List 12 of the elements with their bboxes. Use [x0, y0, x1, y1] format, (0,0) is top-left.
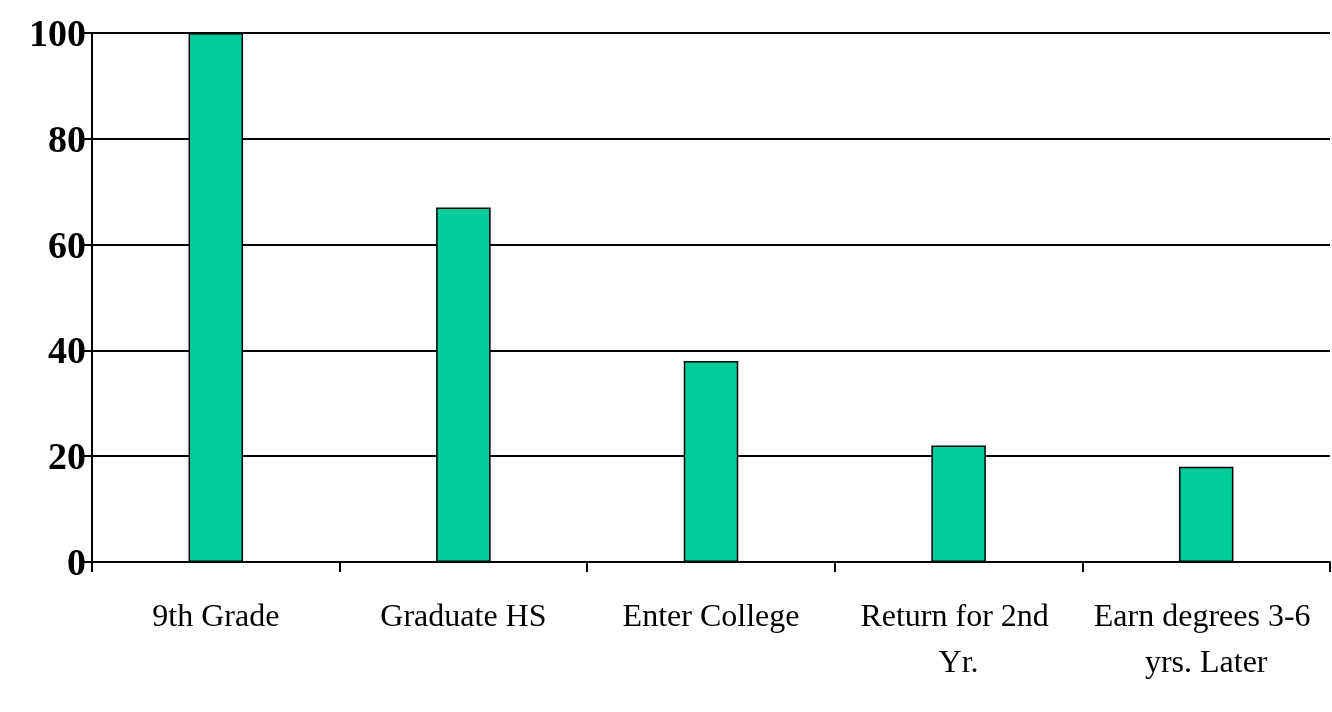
x-tick-label: Graduate HS [380, 597, 547, 633]
y-tick-label: 80 [48, 117, 86, 160]
y-tick-label: 20 [48, 435, 86, 478]
y-tick-label: 0 [67, 541, 86, 583]
x-tick-label: Earn degrees 3-6 yrs. Later [1093, 597, 1319, 679]
y-tick-label: 40 [48, 329, 86, 372]
y-tick-label: 100 [29, 12, 86, 54]
x-tick-label: Return for 2nd Yr. [860, 597, 1057, 679]
x-tick-label: 9th Grade [152, 597, 280, 633]
x-tick-label: Enter College [622, 597, 800, 633]
y-tick-label: 60 [48, 223, 86, 266]
bar [1178, 466, 1234, 562]
